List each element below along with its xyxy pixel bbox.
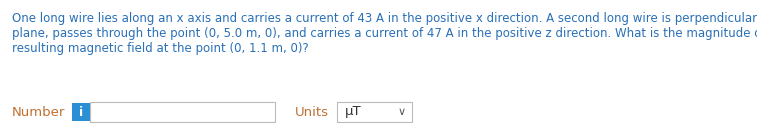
Text: Number: Number bbox=[12, 106, 65, 119]
Bar bbox=[90, 102, 275, 122]
Text: μT: μT bbox=[345, 106, 362, 119]
Text: ∨: ∨ bbox=[398, 107, 406, 117]
Text: plane, passes through the point (0, 5.0 m, 0), and carries a current of 47 A in : plane, passes through the point (0, 5.0 … bbox=[12, 27, 757, 40]
Bar bbox=[72, 103, 90, 121]
Text: resulting magnetic field at the point (0, 1.1 m, 0)?: resulting magnetic field at the point (0… bbox=[12, 42, 309, 55]
Text: Units: Units bbox=[295, 106, 329, 119]
Text: i: i bbox=[79, 106, 83, 119]
Text: One long wire lies along an x axis and carries a current of 43 A in the positive: One long wire lies along an x axis and c… bbox=[12, 12, 757, 25]
Bar bbox=[337, 102, 412, 122]
